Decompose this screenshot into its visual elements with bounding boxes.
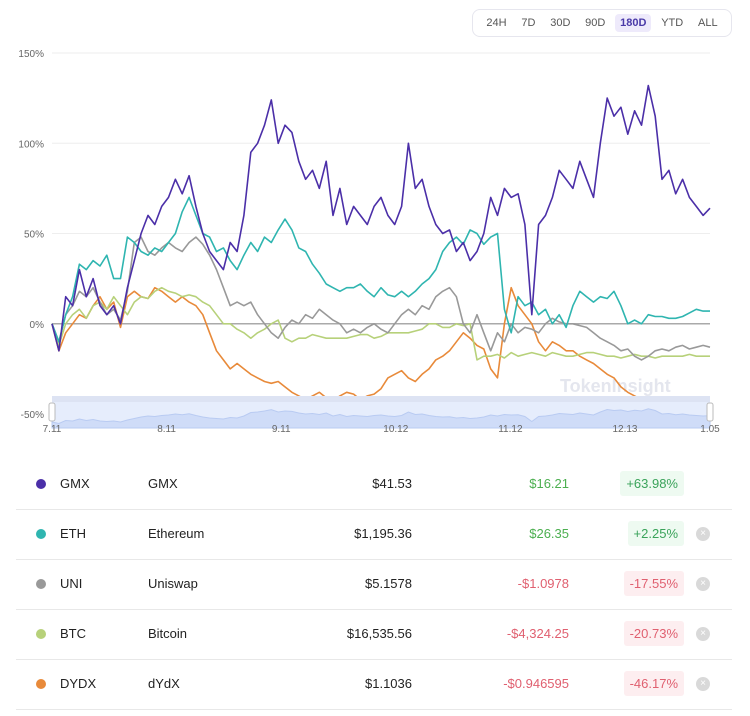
table-row[interactable]: ETH Ethereum $1,195.36 $26.35 +2.25% × <box>16 510 732 560</box>
x-axis: 7.11 8.11 9.11 10.12 11.12 12.13 1.05 <box>43 424 721 435</box>
time-range-selector: 24H 7D 30D 90D 180D YTD ALL <box>472 9 732 37</box>
remove-icon[interactable]: × <box>696 577 710 591</box>
table-row[interactable]: DYDX dYdX $1.1036 -$0.946595 -46.17% × <box>16 660 732 710</box>
series-line-gmx <box>51 84 711 352</box>
table-row[interactable]: UNI Uniswap $5.1578 -$1.0978 -17.55% × <box>16 560 732 610</box>
series-color-dot <box>36 679 46 689</box>
series-color-dot <box>36 479 46 489</box>
watermark: TokenInsight <box>560 376 671 396</box>
range-30d[interactable]: 30D <box>550 17 571 29</box>
asset-name: Bitcoin <box>148 626 188 641</box>
asset-table: GMX GMX $41.53 $16.21 +63.98% ETH Ethereum $1,1… <box>16 460 732 710</box>
series-line-uni <box>51 236 711 361</box>
remove-icon[interactable]: × <box>696 677 710 691</box>
x-tick-label: 10.12 <box>383 424 408 435</box>
navigator-mask <box>52 396 710 404</box>
table-row[interactable]: GMX GMX $41.53 $16.21 +63.98% <box>16 460 732 510</box>
asset-price: $16,535.56 <box>346 626 412 641</box>
asset-name: GMX <box>148 476 178 491</box>
percent-change-badge: +63.98% <box>620 471 684 496</box>
price-change-chart: 150% 100% 50% 0% -50% TokenInsight 7.11 8.11 9… <box>18 49 721 435</box>
percent-change-badge: -17.55% <box>623 571 684 596</box>
asset-symbol: UNI <box>60 576 83 591</box>
range-7d[interactable]: 7D <box>521 17 536 29</box>
series-line-btc <box>51 286 710 361</box>
asset-name: Uniswap <box>148 576 198 591</box>
table-row[interactable]: BTC Bitcoin $16,535.56 -$4,324.25 -20.73% × <box>16 610 732 660</box>
range-all[interactable]: ALL <box>698 17 718 29</box>
asset-price: $1,195.36 <box>354 526 412 541</box>
asset-symbol: GMX <box>60 476 90 491</box>
y-tick-label: 100% <box>18 139 44 150</box>
series-line-eth <box>51 196 710 343</box>
asset-price: $5.1578 <box>365 576 412 591</box>
range-90d[interactable]: 90D <box>585 17 606 29</box>
remove-icon[interactable]: × <box>696 527 710 541</box>
series-color-dot <box>36 529 46 539</box>
x-tick-label: 11.12 <box>498 424 523 435</box>
asset-name: Ethereum <box>148 526 205 541</box>
y-tick-label: 0% <box>30 320 45 331</box>
x-tick-label: 7.11 <box>43 424 62 435</box>
y-axis: 150% 100% 50% 0% -50% <box>18 49 44 421</box>
asset-name: dYdX <box>148 676 180 691</box>
y-tick-label: -50% <box>21 410 44 421</box>
percent-change-badge: +2.25% <box>627 521 684 546</box>
asset-price: $1.1036 <box>365 676 412 691</box>
series-color-dot <box>36 629 46 639</box>
asset-price: $41.53 <box>372 476 412 491</box>
range-navigator[interactable] <box>48 396 714 429</box>
navigator-handle-right[interactable] <box>706 402 714 422</box>
series-line-dydx <box>51 286 711 412</box>
asset-symbol: DYDX <box>60 676 97 691</box>
price-change: -$0.946595 <box>503 676 569 691</box>
series-color-dot <box>36 579 46 589</box>
x-tick-label: 9.11 <box>272 424 291 435</box>
range-ytd[interactable]: YTD <box>661 17 684 29</box>
range-180d[interactable]: 180D <box>615 14 652 32</box>
percent-change-badge: -20.73% <box>623 621 684 646</box>
price-change: -$4,324.25 <box>506 626 569 641</box>
range-24h[interactable]: 24H <box>486 17 507 29</box>
remove-icon[interactable]: × <box>696 627 710 641</box>
x-tick-label: 1.05 <box>700 424 720 435</box>
percent-change-badge: -46.17% <box>623 671 684 696</box>
y-tick-label: 150% <box>18 49 44 60</box>
price-change: -$1.0978 <box>517 576 569 591</box>
x-tick-label: 8.11 <box>157 424 176 435</box>
price-change: $26.35 <box>529 526 569 541</box>
asset-symbol: ETH <box>60 526 86 541</box>
x-tick-label: 12.13 <box>612 424 637 435</box>
navigator-area <box>51 408 711 429</box>
navigator-handle-left[interactable] <box>48 402 56 422</box>
series-lines <box>51 84 711 412</box>
y-tick-label: 50% <box>24 230 44 241</box>
price-change: $16.21 <box>529 476 569 491</box>
asset-symbol: BTC <box>60 626 86 641</box>
